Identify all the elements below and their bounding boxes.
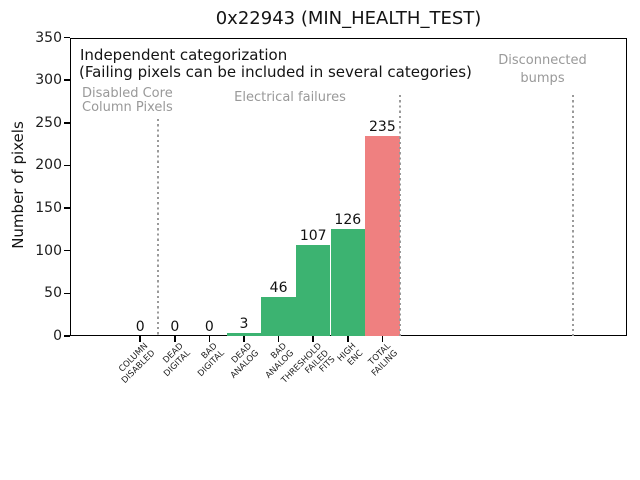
bar <box>261 296 296 336</box>
y-tick <box>64 79 70 81</box>
bar-value-label: 0 <box>135 319 145 335</box>
bar-value-label: 0 <box>170 319 180 335</box>
x-tick <box>208 336 211 342</box>
y-tick-label: 0 <box>53 328 62 344</box>
y-tick-label: 100 <box>35 242 62 259</box>
bar <box>330 228 366 336</box>
x-tick <box>381 336 384 342</box>
x-tick <box>174 336 176 342</box>
y-tick-label: 250 <box>35 114 62 131</box>
bar-value-label: 0 <box>204 319 214 335</box>
y-tick <box>64 335 70 337</box>
bar <box>365 135 400 336</box>
region-label-electrical-failures: Electrical failures <box>234 89 346 105</box>
y-tick <box>64 292 70 295</box>
y-tick-label: 200 <box>35 157 62 174</box>
annotation-independent-categorization: Independent categorization <box>80 45 288 64</box>
y-tick-label: 50 <box>44 285 62 302</box>
bar-value-label: 126 <box>334 211 362 228</box>
y-tick <box>64 122 70 124</box>
x-tick <box>312 336 314 342</box>
category-separator-line <box>571 94 574 336</box>
bar-value-label: 46 <box>269 279 288 296</box>
y-tick <box>64 164 70 167</box>
x-tick-label: TOTAL FAILING <box>366 341 400 379</box>
bar <box>295 244 331 336</box>
y-tick <box>64 207 70 209</box>
y-tick <box>64 36 70 39</box>
x-tick-label: COLUMN DISABLED <box>117 341 158 386</box>
y-tick-label: 350 <box>35 29 62 46</box>
region-label-disabled-core-column-pixels: Disabled Core Column Pixels <box>82 85 173 115</box>
category-separator-line <box>156 119 159 336</box>
x-tick-label: DEAD ANALOG <box>228 341 262 381</box>
category-separator-line <box>398 94 401 336</box>
y-tick-label: 300 <box>35 72 62 89</box>
x-tick-label: BAD DIGITAL <box>195 341 227 379</box>
bar-value-label: 107 <box>299 227 327 244</box>
x-tick-label: HIGH ENC <box>335 341 365 368</box>
x-tick <box>243 336 245 342</box>
x-tick <box>277 336 280 342</box>
bar-value-label: 3 <box>239 316 249 333</box>
x-tick <box>139 336 141 342</box>
y-tick-label: 150 <box>35 200 62 217</box>
bar <box>226 333 262 336</box>
annotation-independent-categorization-note: (Failing pixels can be included in sever… <box>79 63 472 81</box>
bar-value-label: 235 <box>369 118 396 135</box>
region-label-disconnected-bumps: Disconnected bumps <box>498 53 587 86</box>
x-tick <box>347 336 349 342</box>
x-tick-label: DEAD DIGITAL <box>160 341 192 379</box>
chart-title: 0x22943 (MIN_HEALTH_TEST) <box>215 8 482 29</box>
y-tick <box>64 249 70 252</box>
